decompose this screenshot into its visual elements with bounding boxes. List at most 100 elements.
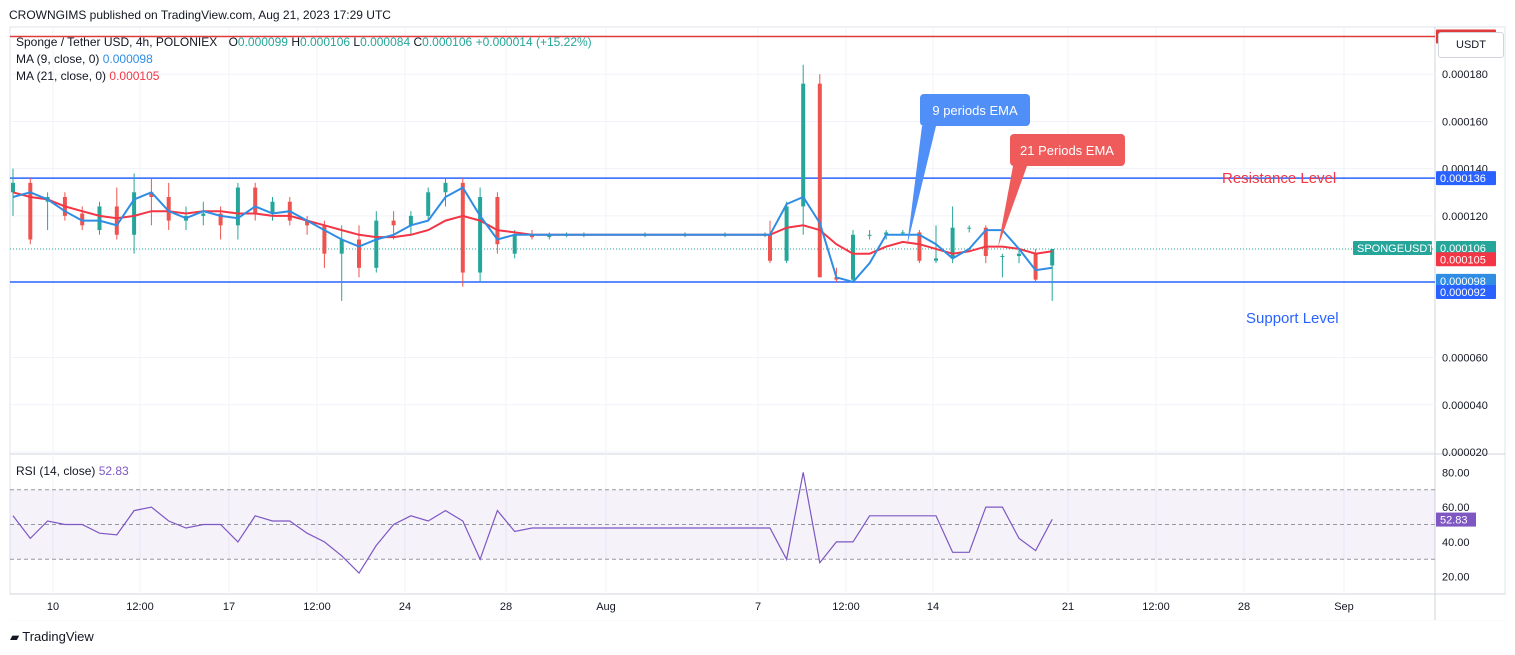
price-tick-label: 0.000160 [1442, 116, 1488, 128]
price-label-text: 0.000105 [1440, 254, 1486, 266]
low-label: L [353, 35, 361, 49]
candle-body [950, 227, 955, 259]
callout-text: 9 periods EMA [932, 103, 1018, 118]
candle-body [11, 182, 15, 193]
candle-body [305, 220, 310, 226]
rsi-label: RSI (14, close) [16, 464, 96, 478]
tradingview-logo[interactable]: ▰ TradingView [10, 629, 94, 644]
price-tick-label: 0.000060 [1442, 353, 1488, 365]
time-tick-label: 24 [399, 601, 411, 613]
candle-body [80, 213, 85, 226]
ma9-value: 0.000098 [102, 52, 153, 66]
price-label-text: 0.000106 [1440, 243, 1486, 255]
candle-body [934, 258, 938, 261]
candle-body [97, 206, 102, 231]
price-label-text: 0.000136 [1440, 173, 1486, 185]
candle-body [768, 234, 772, 261]
close-value: 0.000106 [422, 35, 473, 49]
time-tick-label: 12:00 [832, 601, 860, 613]
rsi-value: 52.83 [98, 464, 129, 478]
callout-9-ema: 9 periods EMA [907, 94, 1030, 246]
candles [11, 64, 1055, 301]
time-tick-label: 14 [927, 601, 939, 613]
time-tick-label: 17 [223, 601, 235, 613]
candle-body [218, 213, 223, 226]
candle-body [801, 83, 806, 207]
candle-body [322, 225, 327, 254]
callout-box [920, 94, 1030, 126]
price-tick-label: 0.000120 [1442, 211, 1488, 223]
currency-selector[interactable]: USDT [1438, 32, 1504, 58]
price-label-box [1436, 285, 1496, 299]
ohlc-legend: Sponge / Tether USD, 4h, POLONIEX O 0.000… [16, 35, 592, 49]
price-label-box [1436, 171, 1496, 186]
candle-body [443, 182, 448, 193]
callout-text: 21 Periods EMA [1020, 143, 1114, 158]
candle-body [235, 187, 240, 226]
symbol-title: Sponge / Tether USD, 4h, POLONIEX [16, 35, 218, 49]
candle-body [339, 239, 344, 254]
candle-body [114, 206, 119, 235]
rsi-legend[interactable]: RSI (14, close) 52.83 [16, 464, 129, 478]
candle-body [1033, 253, 1038, 280]
candle-body [1050, 248, 1055, 266]
ma21-legend[interactable]: MA (21, close, 0) 0.000105 [16, 69, 159, 83]
time-tick-label: Aug [596, 601, 616, 613]
published-line: CROWNGIMS published on TradingView.com, … [9, 8, 391, 22]
candle-body [357, 239, 361, 268]
candle-body [784, 206, 789, 261]
rsi-tick-label: 80.00 [1442, 467, 1470, 479]
brand-name: TradingView [22, 629, 94, 644]
resistance-level-label: Resistance Level [1222, 170, 1336, 187]
candle-body [851, 234, 855, 280]
candle-body [512, 234, 517, 254]
time-tick-label: 10 [47, 601, 59, 613]
candle-body [426, 192, 431, 216]
high-value: 0.000106 [299, 35, 351, 49]
low-value: 0.000084 [360, 35, 411, 49]
time-tick-label: 28 [1238, 601, 1250, 613]
time-tick-label: 21 [1062, 601, 1074, 613]
time-tick-label: 7 [755, 601, 761, 613]
candle-body [374, 220, 379, 268]
time-tick-label: 12:00 [303, 601, 331, 613]
candle-body [28, 182, 33, 240]
change-value: +0.000014 (+15.22%) [475, 35, 592, 49]
price-label-box [1353, 240, 1432, 255]
rsi-value-label: 52.83 [1440, 515, 1468, 527]
price-label-text: SPONGEUSDT [1357, 243, 1434, 255]
candle-body [408, 215, 413, 226]
candle-body [817, 83, 822, 278]
price-label-text: 0.000098 [1440, 276, 1486, 288]
candle-body [166, 197, 171, 221]
price-tick-label: 0.000020 [1442, 447, 1488, 459]
candle-body [834, 277, 839, 280]
candle-body [478, 197, 483, 273]
open-label: O [228, 35, 238, 49]
rsi-band [10, 489, 1435, 560]
candle-body [530, 234, 534, 238]
price-tick-label: 0.000180 [1442, 69, 1488, 81]
ma21-label: MA (21, close, 0) [16, 69, 107, 83]
time-tick-label: Sep [1334, 601, 1354, 613]
rsi-tick-label: 20.00 [1442, 572, 1470, 584]
candle-body [201, 213, 206, 216]
close-label: C [413, 35, 423, 49]
candle-body [495, 197, 500, 245]
candle-body [460, 182, 465, 273]
candle-body [1017, 253, 1021, 257]
candle-body [884, 232, 889, 235]
ma9-label: MA (9, close, 0) [16, 52, 100, 66]
rsi-value-box [1436, 512, 1476, 527]
ma9-legend[interactable]: MA (9, close, 0) 0.000098 [16, 52, 153, 66]
candle-body [983, 227, 988, 257]
price-tick-label: 0.000040 [1442, 400, 1488, 412]
time-tick-label: 12:00 [1142, 601, 1170, 613]
ma9-line [12, 186, 1053, 284]
support-level-label: Support Level [1246, 310, 1339, 327]
high-label: H [291, 35, 300, 49]
candle-body [253, 187, 258, 214]
candle-body [391, 220, 396, 226]
candle-body [900, 232, 905, 234]
